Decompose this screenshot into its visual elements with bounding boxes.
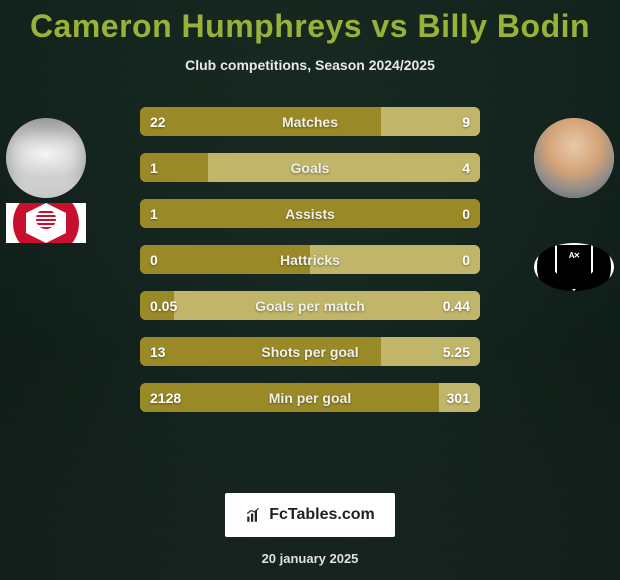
player-photo-right [534, 118, 614, 198]
chart-icon [245, 506, 263, 524]
attribution-text: FcTables.com [269, 506, 375, 524]
stat-label: Goals per match [140, 298, 480, 314]
stat-label: Min per goal [140, 390, 480, 406]
stat-value-right: 0 [462, 252, 470, 268]
stat-label: Hattricks [140, 252, 480, 268]
stat-row: Min per goal2128 301 [140, 383, 480, 412]
club-badge-left [6, 203, 86, 283]
stat-value-left: 1 [150, 160, 158, 176]
stat-value-left: 0 [150, 252, 158, 268]
stat-row: Shots per goal13 5.25 [140, 337, 480, 366]
player-photo-left [6, 118, 86, 198]
stat-row: Hattricks0 0 [140, 245, 480, 274]
stats-list: Matches229Goals14Assists10Hattricks00Goa… [140, 107, 480, 412]
stat-label: Matches [140, 114, 480, 130]
stat-value-right: 0.44 [443, 298, 470, 314]
stat-label: Assists [140, 206, 480, 222]
stat-value-right: 9 [462, 114, 470, 130]
stat-value-right: 301 [447, 390, 470, 406]
stat-label: Shots per goal [140, 344, 480, 360]
stat-value-right: 5.25 [443, 344, 470, 360]
club-badge-right: A✕ [534, 243, 614, 323]
stat-value-left: 22 [150, 114, 166, 130]
stat-value-left: 0.05 [150, 298, 177, 314]
stat-value-right: 0 [462, 206, 470, 222]
placeholder-avatar-icon [6, 118, 86, 198]
content-area: A✕ Matches229Goals14Assists10Hattricks00… [0, 73, 620, 483]
stat-value-right: 4 [462, 160, 470, 176]
date-text: 20 january 2025 [262, 551, 359, 566]
stat-label: Goals [140, 160, 480, 176]
stat-row: Matches22 9 [140, 107, 480, 136]
stat-value-left: 13 [150, 344, 166, 360]
stat-row: Goals per match0.05 0.44 [140, 291, 480, 320]
stat-value-left: 1 [150, 206, 158, 222]
player-face-icon [534, 118, 614, 198]
academico-badge-icon: A✕ [534, 243, 614, 291]
rotherham-badge-icon [6, 203, 86, 243]
page-title: Cameron Humphreys vs Billy Bodin [30, 8, 590, 45]
main-container: Cameron Humphreys vs Billy Bodin Club co… [0, 0, 620, 580]
stat-row: Goals1 4 [140, 153, 480, 182]
attribution-badge: FcTables.com [225, 493, 395, 537]
subtitle: Club competitions, Season 2024/2025 [185, 57, 435, 73]
stat-row: Assists1 0 [140, 199, 480, 228]
stat-value-left: 2128 [150, 390, 181, 406]
